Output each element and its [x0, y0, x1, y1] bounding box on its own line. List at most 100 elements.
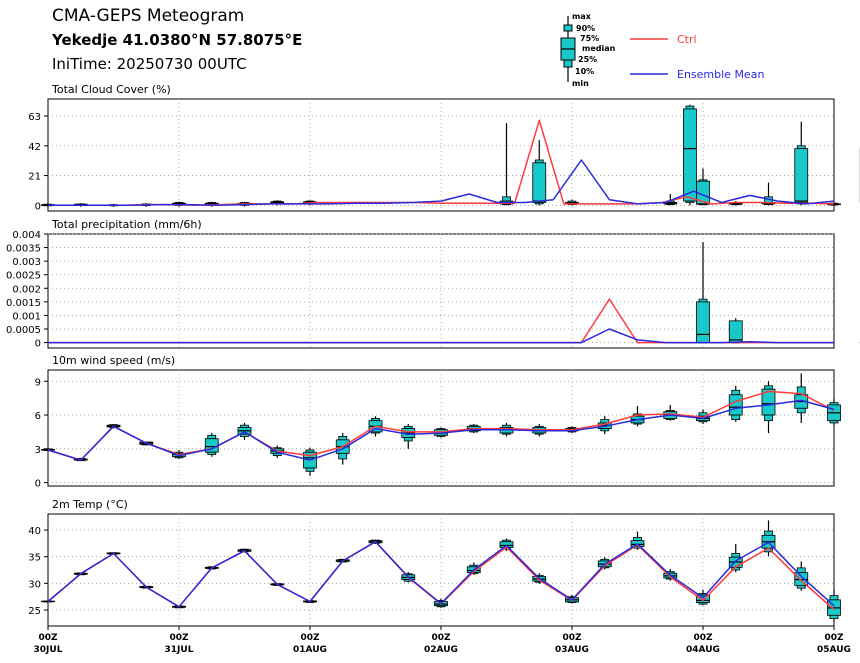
y-tick-label: 0.0035: [6, 244, 41, 255]
box-lower-tail: [665, 418, 675, 420]
box-lower-tail: [240, 433, 249, 437]
box-upper-tail: [796, 567, 806, 574]
box-lower-tail: [731, 414, 741, 420]
x-tick-hour: 00Z: [169, 633, 189, 643]
box-upper-tail: [698, 298, 708, 303]
y-tick-label: 0.002: [12, 284, 41, 295]
box-upper-tail: [685, 105, 695, 110]
y-tick-label: 0.004: [12, 230, 41, 241]
x-tick-date: 30JUL: [34, 645, 63, 655]
box-lower-tail: [829, 614, 839, 619]
box-lower-tail: [600, 428, 610, 432]
x-tick-date: 02AUG: [424, 645, 458, 655]
legend-mean-label: Ensemble Mean: [677, 68, 764, 81]
box-lower-tail: [207, 451, 217, 455]
location-label: Yekedje 41.0380°N 57.8075°E: [52, 31, 303, 49]
box-lower-tail: [698, 602, 708, 605]
box-lower-tail: [502, 203, 511, 206]
box-glyph: [401, 424, 416, 449]
panel-title: 2m Temp (°C): [52, 498, 128, 511]
box-upper-tail: [796, 145, 806, 150]
mean-series-line: [48, 328, 834, 344]
box-lower-tail: [698, 420, 708, 423]
legend-mean: Ensemble Mean: [630, 68, 764, 81]
y-tick-label: 40: [28, 526, 41, 537]
box-upper-tail: [633, 537, 642, 542]
box-upper-tail: [764, 385, 773, 390]
box-glyph: [696, 242, 710, 344]
box-iqr: [794, 148, 809, 203]
y-tick-label: 0: [35, 201, 41, 212]
y-tick-label: 35: [28, 553, 41, 564]
x-tick-date: 03AUG: [555, 645, 589, 655]
box-upper-tail: [829, 595, 839, 601]
box-glyph: [794, 121, 809, 206]
box-lower-tail: [305, 467, 315, 472]
box-upper-tail: [207, 434, 217, 440]
ctrl-series-line: [47, 390, 835, 461]
panel-2: Total precipitation (mm/6h) 0 0.0005 0.001 0…: [6, 218, 860, 350]
box-upper-tail: [731, 389, 741, 396]
box-lower-tail: [338, 452, 348, 460]
legend-min: min: [572, 79, 589, 88]
mean-series-line: [48, 159, 835, 207]
y-tick-label: 0.001: [12, 311, 41, 322]
y-tick-label: 63: [28, 112, 41, 123]
y-tick-label: 0.003: [12, 257, 41, 268]
ctrl-series-line: [48, 119, 835, 207]
box-glyph: [761, 381, 776, 434]
y-tick-label: 0: [35, 339, 41, 350]
box-lower-tail: [436, 605, 446, 608]
box-lower-tail: [436, 434, 446, 437]
y-tick-label: 25: [28, 606, 41, 617]
x-tick-date: 01AUG: [293, 645, 327, 655]
panel-1: Total Cloud Cover (%) 0 21 42 63: [28, 83, 860, 212]
y-tick-label: 3: [35, 445, 41, 456]
x-tick-date: 31JUL: [165, 645, 194, 655]
box-upper-tail: [502, 196, 511, 202]
box-lower-tail: [534, 202, 544, 205]
box-lower-tail: [403, 437, 413, 442]
box-lower-tail: [796, 407, 806, 414]
x-tick-hour: 00Z: [38, 633, 58, 643]
box-lower-tail: [371, 431, 380, 434]
mean-series-line: [47, 540, 835, 608]
legend-ctrl: Ctrl: [630, 33, 697, 46]
legend-p25: 25%: [578, 55, 597, 64]
chart-title: CMA-GEPS Meteogram: [52, 6, 245, 26]
y-tick-label: 0.0015: [6, 298, 41, 309]
panel-4: 2m Temp (°C) 25 30 35 40: [28, 498, 841, 627]
box-lower-tail: [665, 203, 675, 206]
box-iqr: [683, 108, 697, 202]
box-glyph: [794, 373, 809, 423]
y-tick-label: 0: [35, 479, 41, 490]
box-glyph: [728, 318, 743, 344]
box-lower-tail: [469, 430, 479, 433]
box-lower-tail: [633, 422, 642, 425]
panel-title: Total Cloud Cover (%): [51, 83, 171, 96]
box-upper-tail: [600, 419, 610, 424]
x-tick-hour: 00Z: [562, 633, 582, 643]
legend-p75: 75%: [580, 34, 599, 43]
box-glyph: [237, 422, 252, 440]
legend-box-labels: max 90% 75% median 25% 10% min: [572, 12, 616, 88]
panel-title: Total precipitation (mm/6h): [51, 218, 202, 231]
box-glyph: [303, 447, 317, 476]
panel-title: 10m wind speed (m/s): [52, 354, 175, 367]
box-glyph: [532, 140, 547, 206]
box-iqr: [728, 394, 743, 416]
box-glyph: [827, 398, 841, 426]
box-upper-tail: [338, 436, 348, 441]
panel-3: 10m wind speed (m/s) 0 3 6 9: [35, 354, 841, 490]
y-tick-label: 42: [28, 142, 41, 153]
legend-p10: 10%: [575, 67, 594, 76]
box-lower-tail: [764, 203, 773, 206]
box-glyph: [499, 123, 514, 206]
y-tick-label: 9: [35, 377, 41, 388]
y-tick-label: 6: [35, 411, 41, 422]
y-tick-label: 30: [28, 579, 41, 590]
box-lower-tail: [567, 601, 577, 603]
box-lower-tail: [685, 200, 695, 203]
